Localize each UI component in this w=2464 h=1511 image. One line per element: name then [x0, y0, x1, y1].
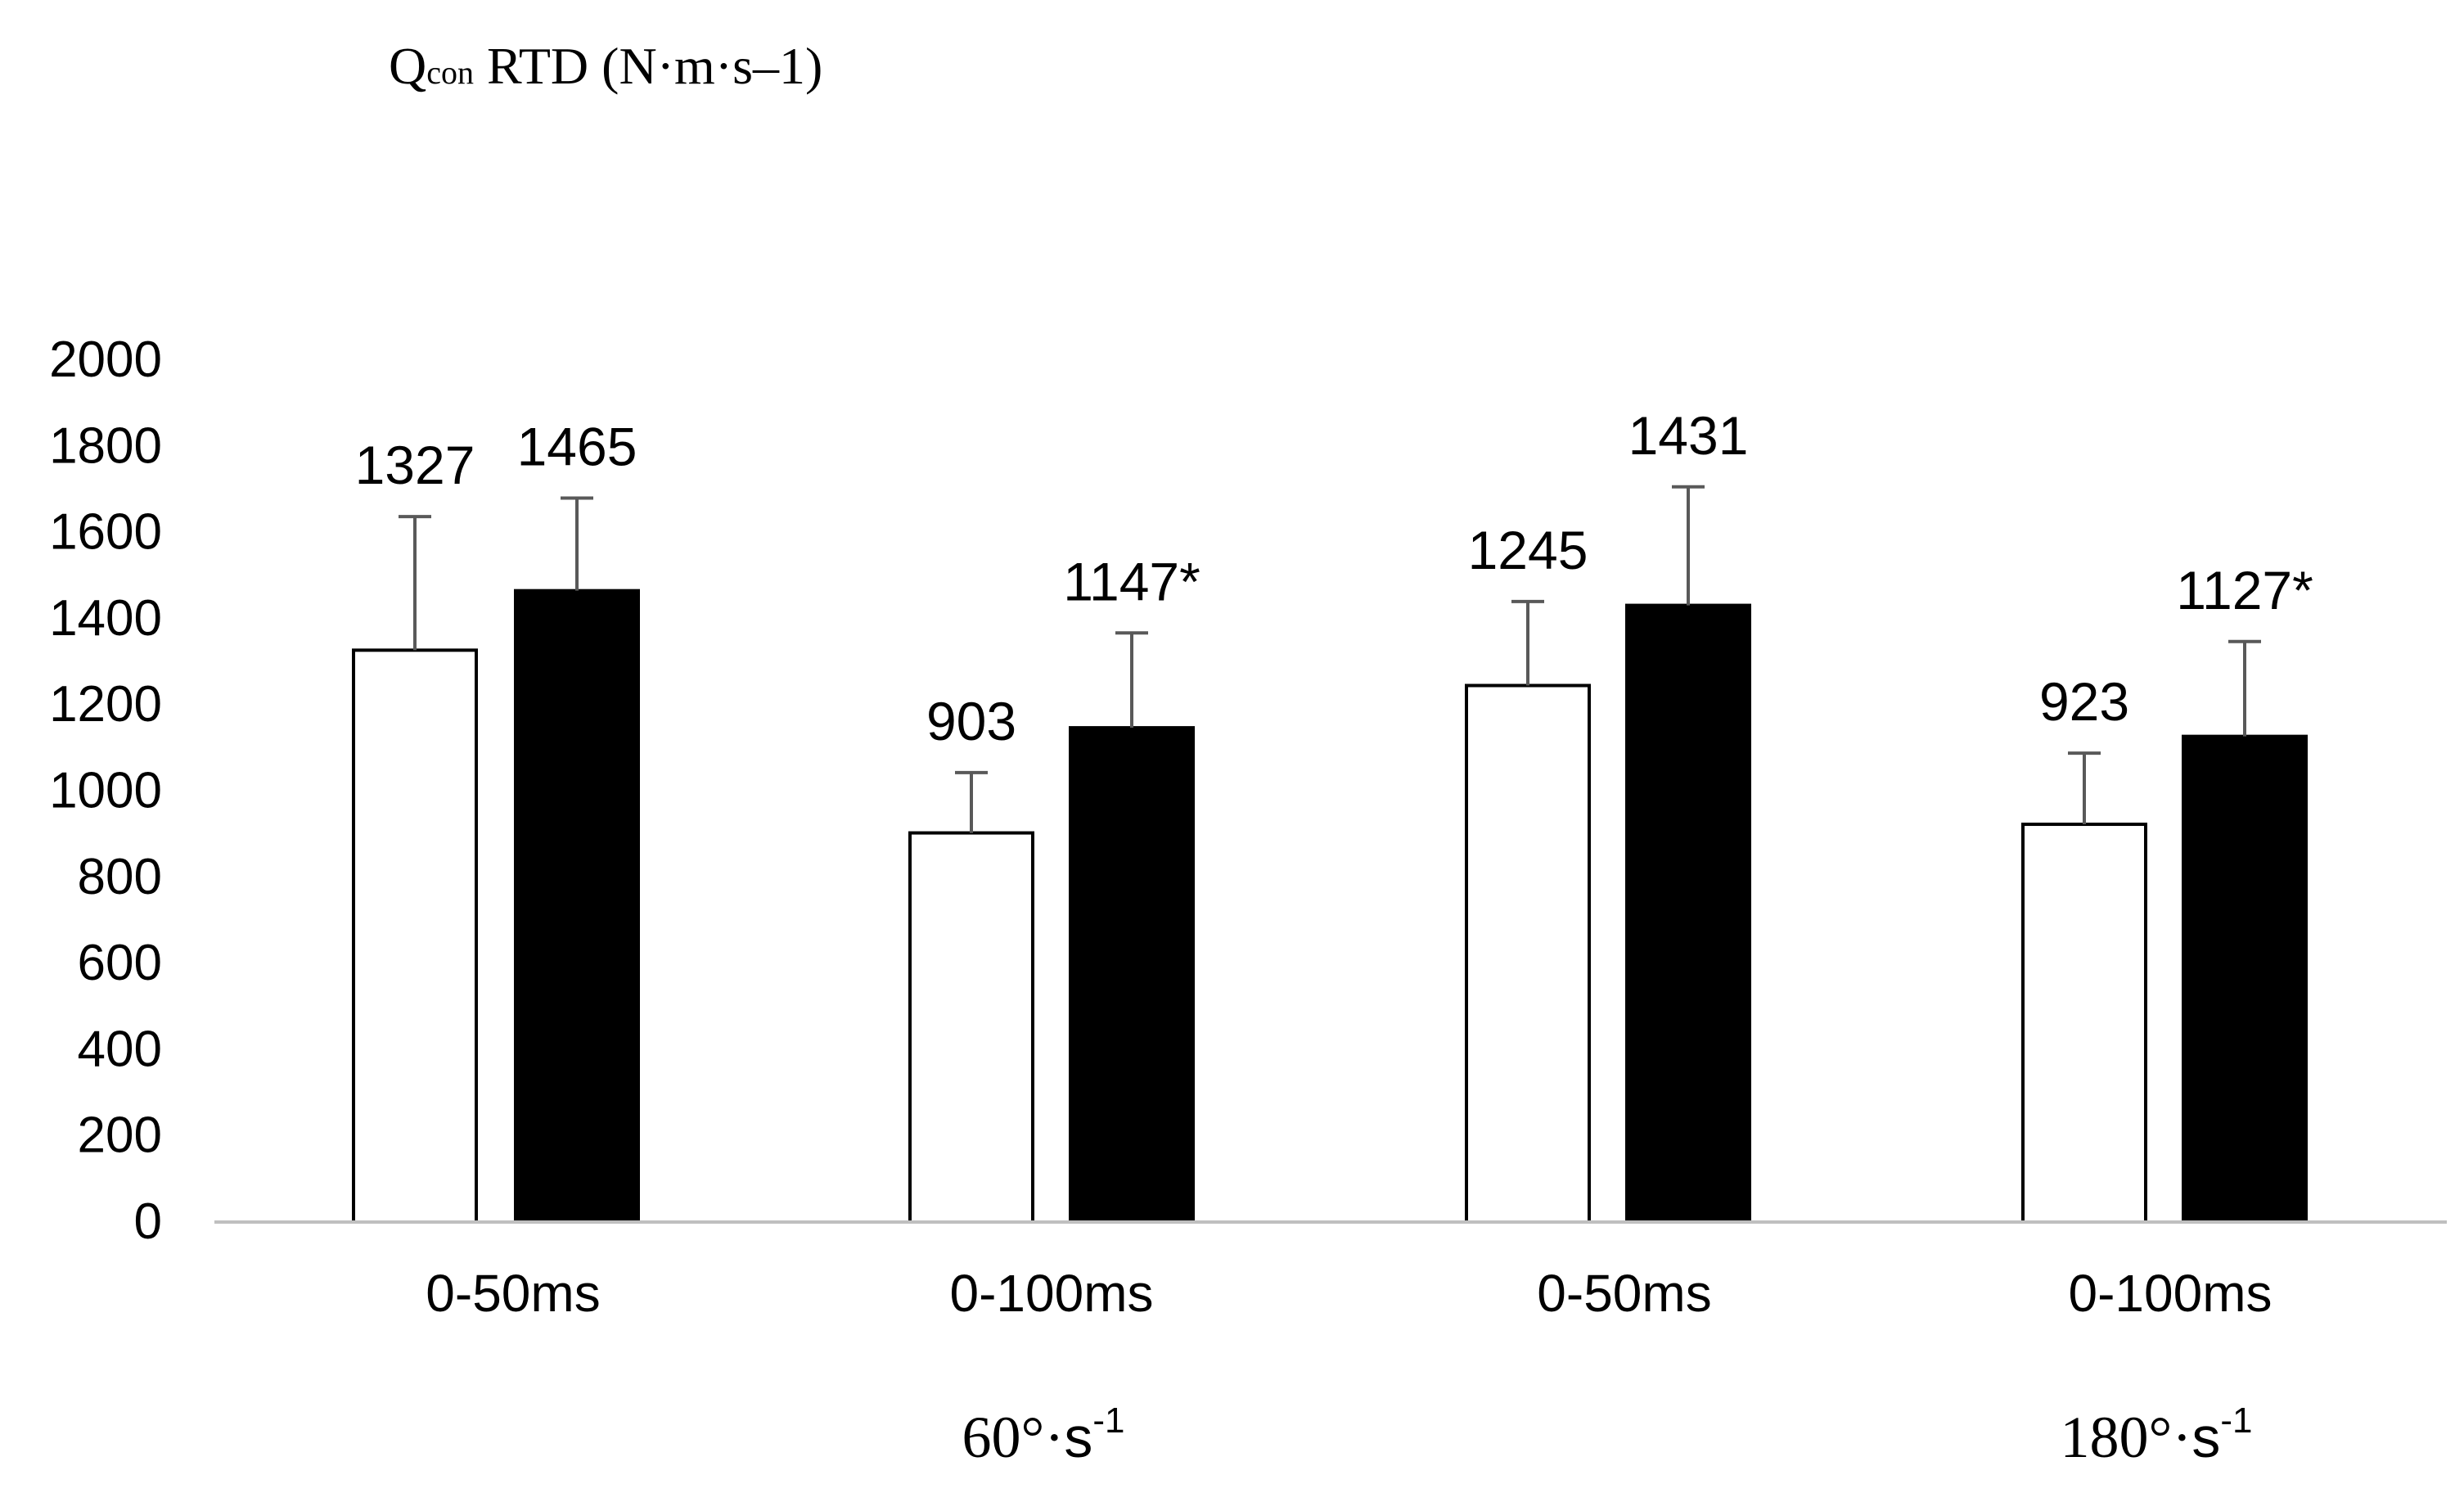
group-labels: 60°·s-1 180°·s-1: [962, 1400, 2253, 1470]
chart-title-main: Q: [389, 37, 426, 95]
svg-text:Qcon RTD (N·m·s–1): Qcon RTD (N·m·s–1): [389, 37, 822, 95]
bar-white-series-1: [908, 831, 1034, 1224]
y-tick-label: 2000: [49, 332, 162, 388]
y-tick-label: 0: [134, 1193, 162, 1250]
y-tick-label: 1000: [49, 763, 162, 819]
error-bars: [399, 485, 2261, 833]
y-tick-label: 800: [78, 849, 162, 905]
y-tick-label: 1400: [49, 590, 162, 647]
chart-title-sub: con: [426, 54, 474, 91]
data-label-black-series-2: 1431: [1628, 405, 1749, 466]
bar-black-series-2: [1625, 603, 1751, 1224]
y-tick-label: 400: [78, 1021, 162, 1077]
y-tick-label: 200: [78, 1107, 162, 1164]
bar-white-series-0: [352, 648, 478, 1224]
y-tick-label: 600: [78, 935, 162, 991]
x-category-label: 0-50ms: [426, 1264, 600, 1323]
data-label-black-series-0: 1465: [517, 416, 637, 476]
chart-title-rest: RTD (N·m·s–1): [474, 37, 822, 95]
y-tick-label: 1200: [49, 676, 162, 733]
chart-title: Qcon RTD (N·m·s–1): [389, 37, 822, 95]
x-category-label: 0-50ms: [1537, 1264, 1711, 1323]
group-label: 180°·s-1: [2061, 1400, 2253, 1470]
bars: [352, 589, 2308, 1225]
data-label-white-series-1: 903: [926, 691, 1016, 751]
y-tick-label: 1800: [49, 417, 162, 474]
bar-black-series-3: [2182, 734, 2308, 1224]
bar-black-series-0: [514, 589, 640, 1224]
data-label-black-series-1: 1147*: [1063, 551, 1200, 611]
group-label: 60°·s-1: [962, 1400, 1125, 1470]
data-label-white-series-2: 1245: [1468, 520, 1588, 580]
data-label-white-series-0: 1327: [355, 435, 475, 495]
x-category-label: 0-100ms: [950, 1264, 1154, 1323]
y-tick-label: 1600: [49, 504, 162, 561]
bar-white-series-3: [2021, 823, 2147, 1225]
bar-black-series-1: [1069, 726, 1195, 1224]
bar-white-series-2: [1465, 683, 1591, 1224]
x-axis: 0-50ms 0-100ms 0-50ms 0-100ms: [214, 1220, 2447, 1323]
data-labels: 1327 903 1245 923 1465 1147* 1431 1127*: [355, 405, 2313, 751]
y-axis: 0 200 400 600 800 1000 1200 1400 1600 1800 2000: [49, 332, 162, 1250]
data-label-black-series-3: 1127*: [2176, 560, 2313, 620]
data-label-white-series-3: 923: [2039, 671, 2129, 732]
x-category-label: 0-100ms: [2069, 1264, 2273, 1323]
